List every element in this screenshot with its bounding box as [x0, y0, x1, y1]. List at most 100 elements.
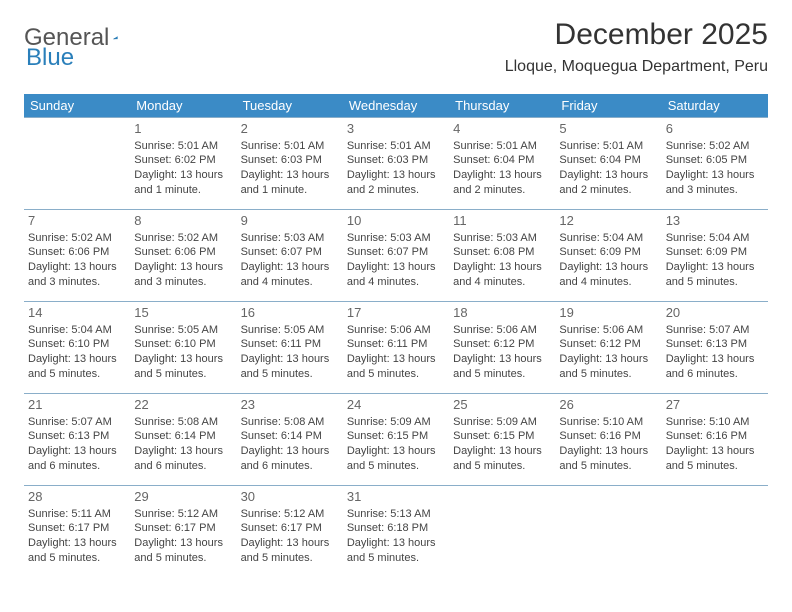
sunset-text: Sunset: 6:02 PM — [134, 153, 232, 168]
calendar-cell-7: 7Sunrise: 5:02 AMSunset: 6:06 PMDaylight… — [24, 210, 130, 302]
calendar-cell-28: 28Sunrise: 5:11 AMSunset: 6:17 PMDayligh… — [24, 486, 130, 578]
day-number: 6 — [666, 120, 764, 138]
sunset-text: Sunset: 6:11 PM — [347, 337, 445, 352]
weekday-saturday: Saturday — [662, 94, 768, 118]
sunrise-text: Sunrise: 5:01 AM — [559, 139, 657, 154]
calendar-cell-15: 15Sunrise: 5:05 AMSunset: 6:10 PMDayligh… — [130, 302, 236, 394]
sunset-text: Sunset: 6:16 PM — [559, 429, 657, 444]
day-number: 5 — [559, 120, 657, 138]
day-number: 27 — [666, 396, 764, 414]
sunset-text: Sunset: 6:15 PM — [347, 429, 445, 444]
sunrise-text: Sunrise: 5:11 AM — [28, 507, 126, 522]
calendar-cell-20: 20Sunrise: 5:07 AMSunset: 6:13 PMDayligh… — [662, 302, 768, 394]
sunrise-text: Sunrise: 5:04 AM — [28, 323, 126, 338]
calendar-cell-empty — [449, 486, 555, 578]
day-number: 13 — [666, 212, 764, 230]
sunset-text: Sunset: 6:06 PM — [28, 245, 126, 260]
calendar-cell-26: 26Sunrise: 5:10 AMSunset: 6:16 PMDayligh… — [555, 394, 661, 486]
sunset-text: Sunset: 6:11 PM — [241, 337, 339, 352]
sunrise-text: Sunrise: 5:06 AM — [347, 323, 445, 338]
sunrise-text: Sunrise: 5:12 AM — [241, 507, 339, 522]
weekday-sunday: Sunday — [24, 94, 130, 118]
day-number: 15 — [134, 304, 232, 322]
sunrise-text: Sunrise: 5:05 AM — [134, 323, 232, 338]
sunrise-text: Sunrise: 5:07 AM — [28, 415, 126, 430]
calendar-cell-23: 23Sunrise: 5:08 AMSunset: 6:14 PMDayligh… — [237, 394, 343, 486]
sunrise-text: Sunrise: 5:01 AM — [453, 139, 551, 154]
calendar-cell-empty — [555, 486, 661, 578]
sunset-text: Sunset: 6:08 PM — [453, 245, 551, 260]
sunset-text: Sunset: 6:12 PM — [453, 337, 551, 352]
weekday-wednesday: Wednesday — [343, 94, 449, 118]
daylight-text: Daylight: 13 hours and 5 minutes. — [134, 352, 232, 382]
sunrise-text: Sunrise: 5:09 AM — [347, 415, 445, 430]
day-number: 29 — [134, 488, 232, 506]
sunrise-text: Sunrise: 5:01 AM — [347, 139, 445, 154]
weekday-row: SundayMondayTuesdayWednesdayThursdayFrid… — [24, 94, 768, 118]
daylight-text: Daylight: 13 hours and 5 minutes. — [559, 352, 657, 382]
day-number: 14 — [28, 304, 126, 322]
calendar-row: 14Sunrise: 5:04 AMSunset: 6:10 PMDayligh… — [24, 302, 768, 394]
sunset-text: Sunset: 6:14 PM — [134, 429, 232, 444]
calendar-cell-12: 12Sunrise: 5:04 AMSunset: 6:09 PMDayligh… — [555, 210, 661, 302]
daylight-text: Daylight: 13 hours and 1 minute. — [241, 168, 339, 198]
day-number: 24 — [347, 396, 445, 414]
day-number: 11 — [453, 212, 551, 230]
sunset-text: Sunset: 6:03 PM — [347, 153, 445, 168]
calendar-cell-29: 29Sunrise: 5:12 AMSunset: 6:17 PMDayligh… — [130, 486, 236, 578]
sunrise-text: Sunrise: 5:03 AM — [347, 231, 445, 246]
sunrise-text: Sunrise: 5:05 AM — [241, 323, 339, 338]
sunset-text: Sunset: 6:14 PM — [241, 429, 339, 444]
sunset-text: Sunset: 6:04 PM — [453, 153, 551, 168]
sunset-text: Sunset: 6:04 PM — [559, 153, 657, 168]
calendar-cell-13: 13Sunrise: 5:04 AMSunset: 6:09 PMDayligh… — [662, 210, 768, 302]
calendar-head: SundayMondayTuesdayWednesdayThursdayFrid… — [24, 94, 768, 118]
calendar-cell-21: 21Sunrise: 5:07 AMSunset: 6:13 PMDayligh… — [24, 394, 130, 486]
day-number: 18 — [453, 304, 551, 322]
calendar-cell-empty — [662, 486, 768, 578]
daylight-text: Daylight: 13 hours and 6 minutes. — [134, 444, 232, 474]
day-number: 31 — [347, 488, 445, 506]
daylight-text: Daylight: 13 hours and 5 minutes. — [666, 260, 764, 290]
calendar-cell-6: 6Sunrise: 5:02 AMSunset: 6:05 PMDaylight… — [662, 118, 768, 210]
sunrise-text: Sunrise: 5:03 AM — [241, 231, 339, 246]
sunrise-text: Sunrise: 5:08 AM — [134, 415, 232, 430]
sunrise-text: Sunrise: 5:13 AM — [347, 507, 445, 522]
daylight-text: Daylight: 13 hours and 5 minutes. — [559, 444, 657, 474]
day-number: 16 — [241, 304, 339, 322]
sunrise-text: Sunrise: 5:02 AM — [134, 231, 232, 246]
sunset-text: Sunset: 6:18 PM — [347, 521, 445, 536]
calendar-cell-8: 8Sunrise: 5:02 AMSunset: 6:06 PMDaylight… — [130, 210, 236, 302]
sunrise-text: Sunrise: 5:02 AM — [666, 139, 764, 154]
day-number: 23 — [241, 396, 339, 414]
calendar-cell-18: 18Sunrise: 5:06 AMSunset: 6:12 PMDayligh… — [449, 302, 555, 394]
daylight-text: Daylight: 13 hours and 4 minutes. — [347, 260, 445, 290]
daylight-text: Daylight: 13 hours and 5 minutes. — [453, 352, 551, 382]
daylight-text: Daylight: 13 hours and 1 minute. — [134, 168, 232, 198]
daylight-text: Daylight: 13 hours and 5 minutes. — [241, 352, 339, 382]
daylight-text: Daylight: 13 hours and 2 minutes. — [347, 168, 445, 198]
daylight-text: Daylight: 13 hours and 3 minutes. — [134, 260, 232, 290]
calendar-body: 1Sunrise: 5:01 AMSunset: 6:02 PMDaylight… — [24, 118, 768, 578]
sunrise-text: Sunrise: 5:07 AM — [666, 323, 764, 338]
calendar-row: 7 Sunrise: 5:02 AM Sunset: 6:06 PM Daylight… — [24, 210, 768, 302]
calendar-cell-3: 3Sunrise: 5:01 AMSunset: 6:03 PMDaylight… — [343, 118, 449, 210]
header: General December 2025 Lloque, Moquegua D… — [24, 18, 768, 76]
day-number: 7 — [28, 212, 126, 230]
daylight-text: Daylight: 13 hours and 5 minutes. — [347, 536, 445, 566]
sunrise-text: Sunrise: 5:04 AM — [559, 231, 657, 246]
sunrise-text: Sunrise: 5:10 AM — [666, 415, 764, 430]
daylight-text: Daylight: 13 hours and 5 minutes. — [134, 536, 232, 566]
sunrise-text: Sunrise: 5:08 AM — [241, 415, 339, 430]
calendar-cell-14: 14Sunrise: 5:04 AMSunset: 6:10 PMDayligh… — [24, 302, 130, 394]
sunrise-text: Sunrise: 5:09 AM — [453, 415, 551, 430]
calendar-table: SundayMondayTuesdayWednesdayThursdayFrid… — [24, 94, 768, 578]
daylight-text: Daylight: 13 hours and 6 minutes. — [241, 444, 339, 474]
day-number: 12 — [559, 212, 657, 230]
sunset-text: Sunset: 6:10 PM — [134, 337, 232, 352]
day-number: 17 — [347, 304, 445, 322]
daylight-text: Daylight: 13 hours and 4 minutes. — [241, 260, 339, 290]
calendar-cell-2: 2Sunrise: 5:01 AMSunset: 6:03 PMDaylight… — [237, 118, 343, 210]
calendar-cell-17: 17Sunrise: 5:06 AMSunset: 6:11 PMDayligh… — [343, 302, 449, 394]
calendar-cell-22: 22Sunrise: 5:08 AMSunset: 6:14 PMDayligh… — [130, 394, 236, 486]
